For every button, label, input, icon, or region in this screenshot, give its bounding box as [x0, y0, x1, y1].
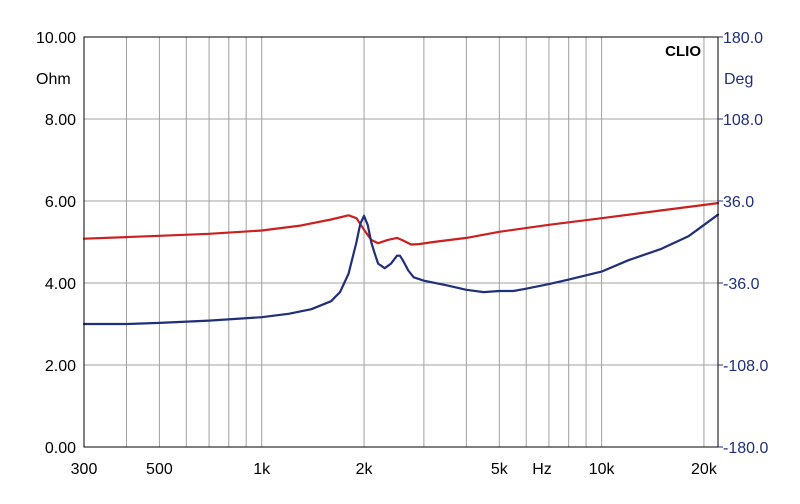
- left-tick-label: 6.00: [45, 194, 76, 211]
- left-tick-label: 8.00: [45, 112, 76, 129]
- left-axis-unit: Ohm: [36, 71, 71, 88]
- phase-series-line: [82, 213, 720, 326]
- x-tick-label: 2k: [356, 461, 374, 478]
- impedance-series-line: [82, 202, 720, 246]
- x-axis-unit: Hz: [532, 461, 552, 478]
- left-axis-ticks: 0.00 2.00 4.00 6.00 8.00 10.00: [36, 30, 76, 457]
- x-axis-ticks: 300 500 1k 2k 5k 10k 20k: [71, 461, 718, 478]
- grid-lines: [84, 37, 718, 447]
- x-tick-label: 500: [146, 461, 173, 478]
- x-tick-label: 5k: [491, 461, 509, 478]
- x-tick-label: 20k: [691, 461, 718, 478]
- left-tick-label: 2.00: [45, 358, 76, 375]
- x-tick-label: 10k: [589, 461, 616, 478]
- right-tick-label: -36.0: [723, 276, 760, 293]
- right-axis-unit: Deg: [724, 71, 753, 88]
- clio-brand-label: CLIO: [665, 43, 701, 60]
- x-tick-label: 300: [71, 461, 98, 478]
- right-tick-label: -108.0: [723, 358, 768, 375]
- right-tick-label: 36.0: [723, 194, 754, 211]
- left-tick-label: 10.00: [36, 30, 76, 47]
- plot-frame: [83, 36, 719, 448]
- x-tick-label: 1k: [253, 461, 271, 478]
- right-axis-ticks: -180.0 -108.0 -36.0 36.0 108.0 180.0: [718, 30, 768, 457]
- right-tick-label: 108.0: [723, 112, 763, 129]
- series-group: [82, 202, 720, 326]
- right-tick-label: -180.0: [723, 440, 768, 457]
- right-tick-label: 180.0: [723, 30, 763, 47]
- left-tick-label: 4.00: [45, 276, 76, 293]
- left-tick-label: 0.00: [45, 440, 76, 457]
